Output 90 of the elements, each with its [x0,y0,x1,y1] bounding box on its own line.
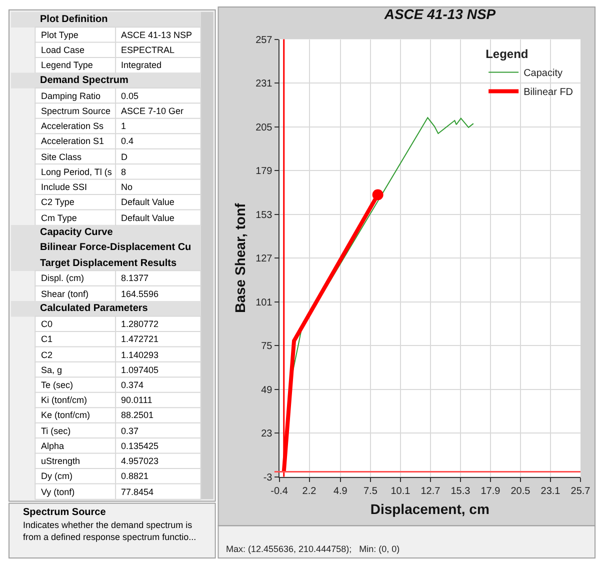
text: Integrated [121,60,162,70]
text: No [121,182,133,192]
y-tick-label: -3 [263,472,273,484]
text: Sa, g [41,365,62,375]
text: 0.05 [121,91,139,101]
text: Plot Type [41,30,78,40]
text: 8 [121,167,126,177]
text: C2 Type [41,197,74,207]
text: Site Class [41,152,82,162]
legend-label: Bilinear FD [524,87,574,98]
text: Default Value [121,197,174,207]
text: Calculated Parameters [40,303,148,314]
text: 1 [121,121,126,131]
text: Default Value [121,213,174,223]
y-tick-label: 231 [256,78,273,90]
text: 8.1377 [121,273,149,283]
text: uStrength [41,456,80,466]
text: ASCE 7-10 Ger [121,106,184,116]
text: 164.5596 [121,289,159,299]
x-tick-label: 7.5 [363,486,378,497]
y-axis-title: Base Shear, tonf [232,202,248,313]
text: Shear (tonf) [41,289,89,299]
text: 1.280772 [121,319,159,329]
x-tick-label: 10.1 [390,486,411,497]
text: 77.8454 [121,487,154,497]
text: C0 [41,319,53,329]
y-tick-label: 75 [261,341,273,352]
text: Ke (tonf/cm) [41,410,90,420]
text: 88.2501 [121,410,154,420]
x-tick-label: 17.9 [480,486,501,497]
text: from a defined response spectrum functio... [23,532,196,542]
text: Dy (cm) [41,471,72,481]
text: 90.0111 [121,395,152,405]
text: 0.4 [121,136,134,146]
text: C1 [41,334,53,344]
text: ASCE 41-13 NSP [121,30,192,40]
text: Vy (tonf) [41,487,75,497]
text: Spectrum Source [41,106,111,116]
text: C2 [41,350,53,360]
y-tick-label: 23 [261,428,273,440]
text: 1.097405 [121,365,159,375]
y-tick-label: 101 [256,297,273,308]
text: Long Period, Tl (s [41,167,112,177]
text: Acceleration S1 [41,136,104,146]
x-axis-title: Displacement, cm [370,501,490,518]
text: Indicates whether the demand spectrum is [23,520,193,530]
y-tick-label: 153 [256,210,273,221]
text: Acceleration Ss [41,121,104,131]
x-tick-label: -0.4 [270,486,288,497]
text: ESPECTRAL [121,45,175,55]
y-tick-label: 205 [256,122,273,134]
text: Ki (tonf/cm) [41,395,88,405]
text: Alpha [41,441,64,451]
text: Load Case [41,45,85,55]
y-tick-label: 257 [256,34,273,46]
text: Target Displacement Results [40,258,177,269]
text: Legend Type [41,60,93,70]
text: Ti (sec) [41,426,71,436]
legend-title: Legend [486,46,528,61]
y-tick-label: 179 [256,166,273,178]
text: Damping Ratio [41,91,101,101]
legend-label: Capacity [524,68,562,80]
x-tick-label: 25.7 [570,486,591,497]
x-tick-label: 4.9 [333,486,348,497]
text: 0.37 [121,426,139,436]
x-tick-label: 15.3 [450,486,471,497]
text: 4.957023 [121,456,159,466]
text: Displ. (cm) [41,273,84,283]
y-tick-label: 127 [256,254,273,265]
text: D [121,152,128,162]
text: 0.8821 [121,471,149,481]
x-tick-label: 2.2 [302,486,317,497]
text: 0.135425 [121,441,159,451]
x-tick-label: 20.5 [510,486,531,497]
text: 1.472721 [121,334,159,344]
text: Demand Spectrum [40,75,128,86]
text: Capacity Curve [40,227,113,238]
y-tick-label: 49 [261,384,273,396]
x-tick-label: 12.7 [420,486,441,497]
text: 1.140293 [121,350,159,360]
text: Plot Definition [40,14,108,25]
text: 0.374 [121,380,144,390]
chart-title: ASCE 41-13 NSP [383,6,496,22]
text: Include SSI [41,182,88,192]
text: Cm Type [41,213,77,223]
text: Spectrum Source [23,507,106,518]
text: Bilinear Force-Displacement Cu [40,242,192,253]
text: Max: (12.455636, 210.444758); Min: (0, 0) [226,544,400,554]
text: Te (sec) [41,380,74,390]
x-tick-label: 23.1 [540,486,561,497]
